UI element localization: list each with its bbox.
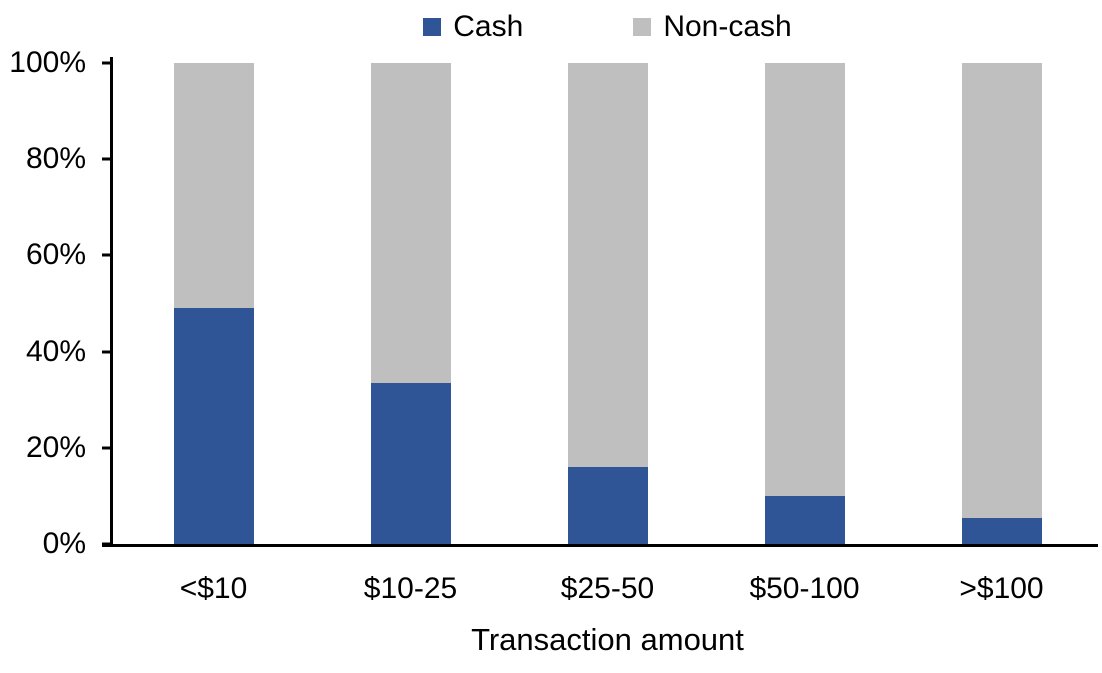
bar-segment-cash: [961, 517, 1042, 544]
bar-segment-cash: [764, 495, 845, 544]
stacked-bar--10: [173, 63, 254, 544]
stacked-bar--50-100: [764, 63, 845, 544]
x-axis-title: Transaction amount: [471, 622, 744, 657]
x-tick-label: $25-50: [560, 572, 655, 605]
x-tick-label: $50-100: [749, 572, 860, 605]
y-tick-mark: [102, 446, 110, 450]
y-tick-label: 60%: [25, 238, 86, 272]
bar-segment-non-cash: [764, 63, 845, 496]
x-tick-label: >$100: [959, 572, 1044, 605]
bar-slot: [706, 63, 903, 544]
bar-segment-non-cash: [961, 63, 1042, 518]
x-tick-label: $10-25: [363, 572, 458, 605]
y-tick-mark: [102, 253, 110, 257]
bar-slot: [312, 63, 509, 544]
x-tick-label: <$10: [179, 572, 248, 605]
bar-slot: [115, 63, 312, 544]
x-axis-line: [102, 544, 1098, 547]
cash-legend-swatch-icon: [423, 18, 442, 36]
bar-segment-cash: [567, 467, 648, 544]
y-tick-label: 0%: [42, 527, 86, 560]
y-axis-tick-marks: [102, 61, 110, 546]
bar-segment-cash: [370, 382, 451, 544]
y-tick-label: 40%: [25, 334, 86, 368]
legend-label-cash: Cash: [453, 10, 524, 43]
legend-item-cash: Cash: [423, 10, 523, 44]
bar-segment-cash: [173, 308, 254, 544]
bar-segment-non-cash: [567, 63, 648, 468]
legend-item-non-cash: Non-cash: [633, 10, 792, 44]
y-tick-label: 100%: [9, 46, 86, 79]
stacked-bar--25-50: [567, 63, 648, 544]
y-axis-labels: 0% 20% 40% 60% 80% 100%: [0, 48, 86, 559]
y-tick-label: 20%: [25, 430, 86, 464]
bar-slot: [509, 63, 706, 544]
stacked-bar--100: [961, 63, 1042, 544]
legend-label-non-cash: Non-cash: [663, 10, 792, 43]
x-axis-labels: <$10 $10-25 $25-50 $50-100 >$100: [115, 572, 1100, 606]
bar-segment-non-cash: [370, 63, 451, 383]
bar-segment-non-cash: [173, 63, 254, 309]
y-tick-mark: [102, 157, 110, 161]
bars-layer: [115, 63, 1100, 544]
y-tick-mark: [102, 350, 110, 354]
non-cash-legend-swatch-icon: [633, 18, 652, 36]
y-tick-mark: [102, 61, 110, 65]
y-tick-label: 80%: [25, 142, 86, 176]
y-axis-line: [110, 57, 113, 547]
bar-slot: [903, 63, 1100, 544]
stacked-bar--10-25: [370, 63, 451, 544]
chart-legend: Cash Non-cash: [115, 10, 1100, 44]
